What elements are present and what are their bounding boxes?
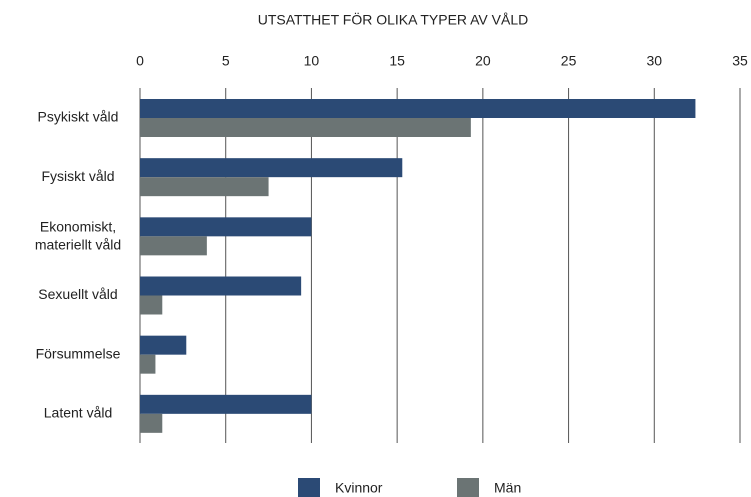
bar [140, 335, 187, 355]
bar [140, 413, 163, 433]
legend-swatch [298, 478, 320, 497]
legend-swatch [457, 478, 479, 497]
y-tick-label: Sexuellt våld [38, 286, 117, 302]
legend-label: Män [494, 480, 521, 496]
x-tick-label: 5 [222, 53, 230, 69]
y-tick-label: Fysiskt våld [41, 168, 114, 184]
y-tick-label: Ekonomiskt, materiellt våld [35, 218, 121, 252]
legend-label: Kvinnor [335, 480, 383, 496]
x-tick-label: 15 [389, 53, 405, 69]
y-tick-label: Latent våld [44, 405, 113, 421]
x-tick-label: 20 [475, 53, 491, 69]
bar [140, 354, 156, 374]
x-tick-label: 0 [136, 53, 144, 69]
bar [140, 118, 471, 137]
x-tick-label: 25 [561, 53, 577, 69]
bar [140, 394, 312, 414]
bar [140, 276, 302, 296]
x-tick-label: 30 [646, 53, 662, 69]
bar [140, 295, 163, 315]
bar [140, 99, 696, 118]
bar [140, 217, 312, 237]
bar [140, 236, 207, 256]
x-tick-label: 10 [304, 53, 320, 69]
bar [140, 158, 403, 178]
x-tick-label: 35 [732, 53, 748, 69]
bar [140, 177, 269, 197]
y-tick-label: Psykiskt våld [38, 109, 119, 125]
chart-title: UTSATTHET FÖR OLIKA TYPER AV VÅLD [258, 11, 528, 28]
y-tick-label: Försummelse [36, 345, 121, 361]
